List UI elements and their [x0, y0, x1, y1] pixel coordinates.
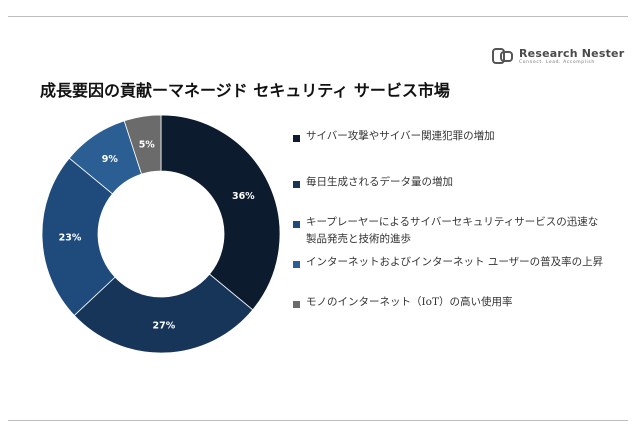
donut-slice-3: [41, 157, 116, 317]
legend-swatch-5: [293, 301, 300, 308]
legend-swatch-2: [293, 181, 300, 188]
slice-label-3: 23%: [59, 232, 82, 243]
top-divider: [8, 16, 628, 17]
legend-item-5: モノのインターネット（IoT）の高い使用率: [293, 296, 606, 311]
legend-label-2: 毎日生成されるデータ量の増加: [306, 176, 453, 188]
research-nester-logo-icon: [492, 48, 513, 64]
slice-label-4: 9%: [102, 154, 119, 165]
legend-item-1: サイバー攻撃やサイバー関連犯罪の増加: [293, 130, 606, 145]
legend-label-3: キープレーヤーによるサイバーセキュリティサービスの迅速な製品発売と技術的進歩: [306, 216, 599, 245]
legend-swatch-4: [293, 261, 300, 268]
donut-slice-2: [73, 273, 254, 354]
legend-swatch-3: [293, 221, 300, 228]
legend-item-2: 毎日生成されるデータ量の増加: [293, 176, 606, 191]
legend-label-1: サイバー攻撃やサイバー関連犯罪の増加: [306, 130, 495, 142]
legend-item-4: インターネットおよびインターネット ユーザーの普及率の上昇: [293, 256, 606, 271]
legend-label-4: インターネットおよびインターネット ユーザーの普及率の上昇: [306, 256, 604, 268]
brand-tagline: Connect. Lead. Accomplish: [519, 60, 595, 65]
legend-swatch-1: [293, 135, 300, 142]
slice-label-1: 36%: [232, 191, 255, 202]
legend-item-3: キープレーヤーによるサイバーセキュリティサービスの迅速な製品発売と技術的進歩: [293, 216, 606, 248]
brand-logo: Research Nester Connect. Lead. Accomplis…: [492, 48, 624, 66]
slice-label-5: 5%: [139, 140, 156, 151]
donut-slice-1: [160, 114, 281, 311]
legend-label-5: モノのインターネット（IoT）の高い使用率: [306, 296, 513, 308]
donut-slice-5: [123, 114, 162, 175]
brand-name: Research Nester: [519, 47, 625, 60]
chart-title: 成長要因の貢献ーマネージド セキュリティ サービス市場: [40, 81, 450, 100]
slice-label-2: 27%: [152, 320, 175, 331]
bottom-divider: [8, 420, 628, 421]
